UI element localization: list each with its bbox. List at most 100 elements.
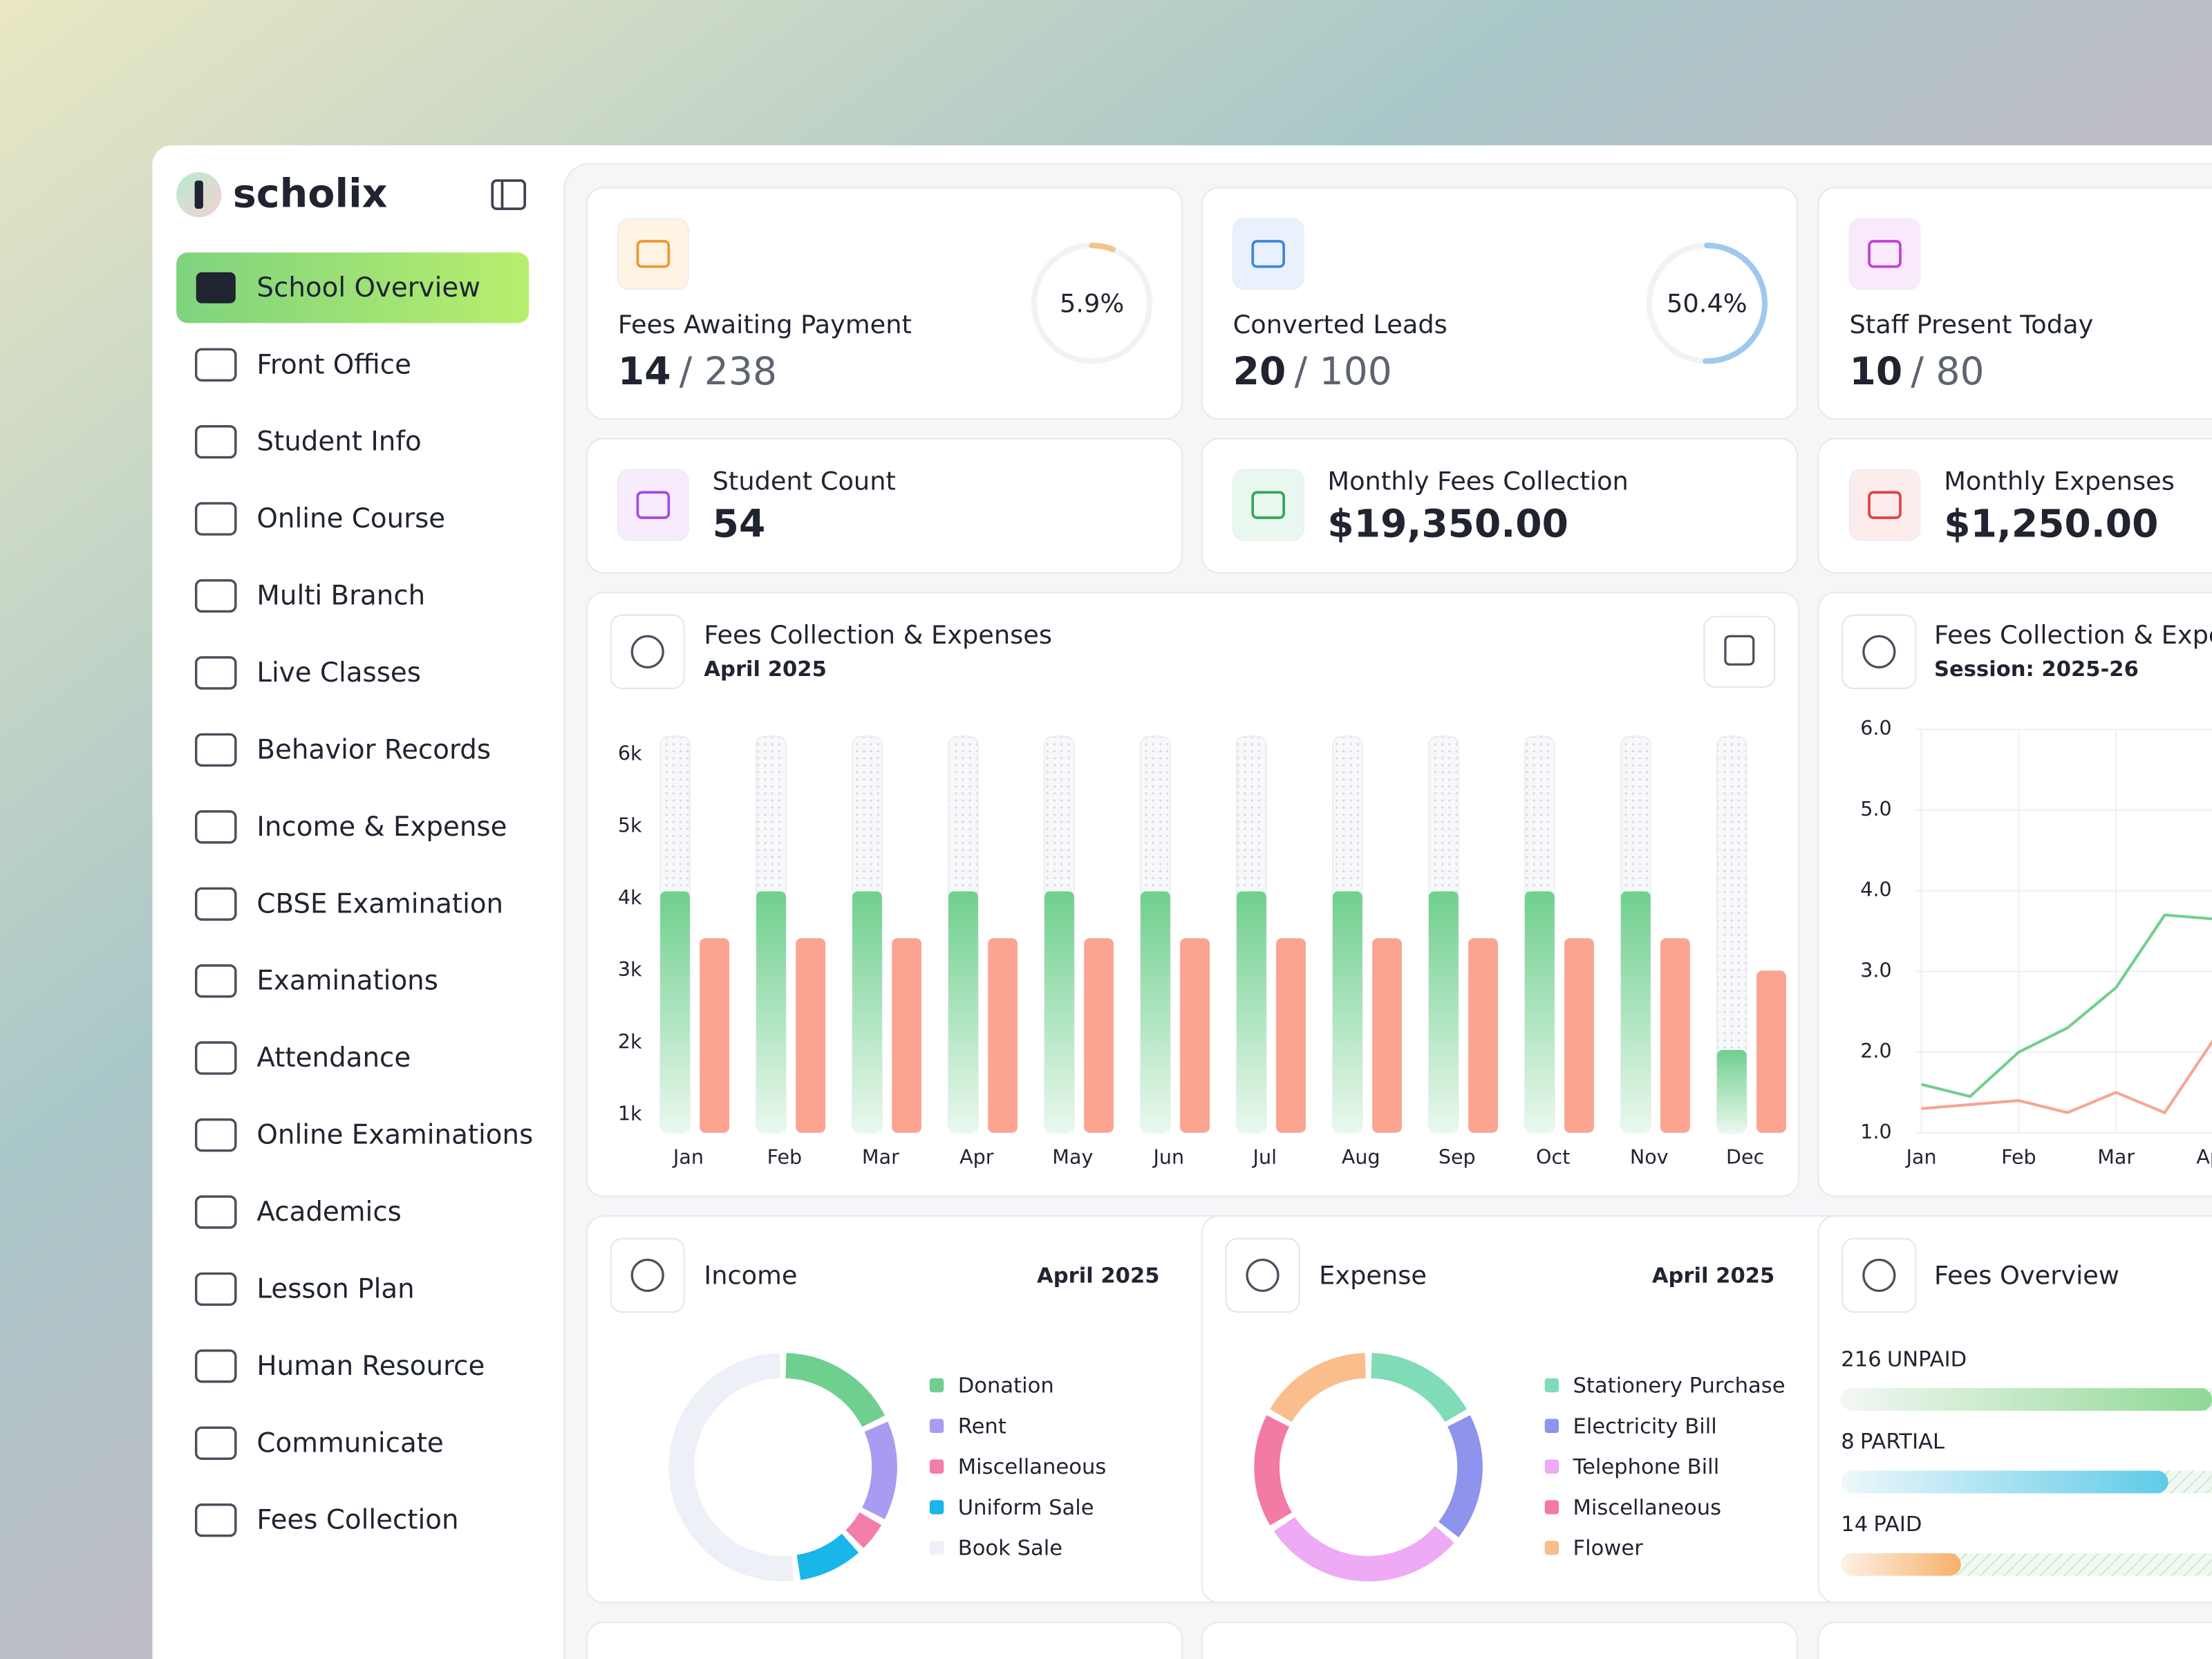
ring-progress [1703,243,1768,364]
toggle-icon [491,179,527,210]
card-title: Fees Overview [1934,1260,2119,1290]
nav-item[interactable]: Live Classes [194,656,421,690]
nav-item[interactable]: Multi Branch [194,579,426,613]
legend-swatch [929,1459,944,1474]
nav-item[interactable]: Online Examinations [194,1118,534,1152]
card-period: April 2025 [1037,1264,1160,1288]
nav-item[interactable]: Fees Collection [194,1503,459,1537]
fee-status: 8 PARTIAL [1841,1430,1944,1454]
bar [1428,891,1459,1133]
y-tick-label: 6k [618,741,642,765]
nav-item[interactable]: Income & Expense [194,810,507,844]
nav-item[interactable]: CBSE Examination [194,887,503,921]
legend-label: Book Sale [958,1537,1062,1561]
summary-label: Student Count [713,466,896,496]
bar [1660,938,1690,1133]
donut-segment [1270,1353,1367,1423]
y-tick-label: 2.0 [1860,1039,1891,1062]
x-tick-label: Feb [767,1145,803,1169]
x-tick-label: Feb [2001,1145,2036,1169]
bar [1044,891,1074,1133]
nav-icon [194,1118,237,1152]
bar [1236,891,1266,1133]
card-icon-box [1841,1237,1917,1313]
legend-swatch [1544,1540,1559,1555]
fee-bar [1841,1553,1961,1576]
calendar-button[interactable] [1703,615,1776,688]
stat-count: 14 [618,349,671,393]
card-icon-box [617,218,689,290]
bar [1524,891,1555,1133]
x-tick-label: Jan [1905,1145,1937,1169]
x-tick-label: Nov [1630,1145,1669,1169]
nav-item[interactable]: Online Course [194,502,445,536]
nav-item[interactable]: Human Resource [194,1349,485,1383]
nav-icon [194,425,237,459]
dollar-icon [630,1258,664,1292]
nav-active-bg [176,252,529,324]
card-icon [1868,491,1902,519]
nav-item[interactable]: Communicate [194,1426,444,1460]
stat-card [585,187,1183,420]
donut-segment [1273,1517,1454,1582]
bar [1372,938,1402,1133]
bar [892,938,922,1133]
stat-card [1201,187,1799,420]
nav-label: Academics [256,1197,401,1228]
bar [796,938,826,1133]
x-tick-label: Jul [1252,1145,1277,1169]
fee-status: 14 PAID [1841,1512,1922,1537]
card-icon-box [1232,469,1304,541]
nav-label: Lesson Plan [256,1273,414,1304]
bar [852,891,882,1133]
donut-segment [785,1353,885,1427]
nav-label: Online Examinations [256,1120,533,1151]
sidebar-toggle[interactable] [491,179,527,210]
nav-item[interactable]: School Overview [176,252,529,324]
bar [1332,891,1362,1133]
nav-icon [194,887,237,921]
nav-item[interactable]: Academics [194,1195,402,1229]
donut-segment [1370,1353,1468,1423]
fee-status-label: PARTIAL [1860,1430,1944,1454]
card-icon [1251,240,1285,268]
bar [700,938,730,1133]
nav-item[interactable]: Lesson Plan [194,1272,415,1306]
chart-subtitle: April 2025 [704,657,827,682]
nav-item[interactable]: Attendance [194,1041,411,1075]
stat-value: 10/ 80 [1850,349,1985,393]
legend-swatch [929,1500,944,1515]
y-tick-label: 6.0 [1860,716,1891,740]
legend-label: Donation [958,1374,1054,1398]
nav-item[interactable]: Student Info [194,425,422,459]
legend-swatch [1544,1418,1559,1434]
stat-value: 14/ 238 [618,349,777,393]
x-tick-label: Mar [862,1145,899,1169]
card-icon-box [610,614,685,689]
nav-icon [194,1041,237,1075]
y-tick-label: 5k [618,814,642,837]
nav-item[interactable]: Examinations [194,964,438,998]
y-tick-label: 3k [618,957,642,981]
nav-label: Attendance [256,1042,411,1074]
stat-count: 20 [1233,349,1286,393]
x-tick-label: Dec [1726,1145,1764,1169]
nav-item[interactable]: Front Office [194,348,411,382]
donut-segment [1438,1415,1483,1537]
nav-label: School Overview [256,272,480,303]
stat-label: Staff Present Today [1850,310,2094,339]
nav-label: Behavior Records [256,734,491,765]
card-icon-box [1841,614,1917,689]
summary-value: $1,250.00 [1944,501,2158,545]
bar [1141,891,1170,1133]
donut-segment [845,1512,882,1548]
fee-count: 216 [1841,1347,1881,1371]
nav-item[interactable]: Behavior Records [194,733,491,767]
dollar-icon [1862,635,1896,668]
fee-status-label: PAID [1873,1512,1922,1537]
logo-glyph [194,180,203,209]
bar [660,891,690,1133]
nav-label: Multi Branch [256,581,425,612]
card-icon-box [1848,218,1921,290]
